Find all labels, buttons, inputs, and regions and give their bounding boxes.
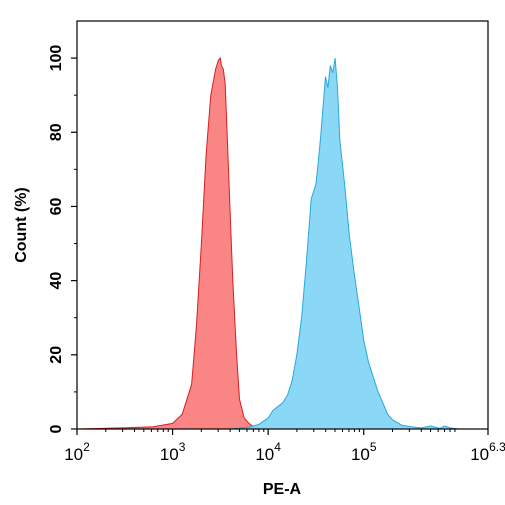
y-tick-label: 20 [48,346,65,364]
y-tick-label: 80 [48,123,65,141]
x-tick-label: 102 [64,440,90,464]
series-layer [76,57,488,430]
y-tick-label: 100 [48,45,65,72]
histogram-series-2 [230,58,488,430]
y-tick-label: 0 [48,424,65,433]
y-axis: 0 20 40 60 80 100 [48,45,77,433]
x-tick-label: 106.3 [470,440,505,464]
x-tick-label: 105 [351,440,377,464]
x-tick-label: 104 [255,440,281,464]
x-axis-title: PE-A [263,481,302,498]
y-tick-label: 40 [48,272,65,290]
plot-frame [76,20,489,430]
y-axis-title: Count (%) [13,187,30,263]
histogram-series-1 [76,57,260,430]
x-tick-label: 103 [160,440,186,464]
x-axis: 102 103 104 105 106.3 [64,429,505,464]
y-tick-label: 60 [48,197,65,215]
